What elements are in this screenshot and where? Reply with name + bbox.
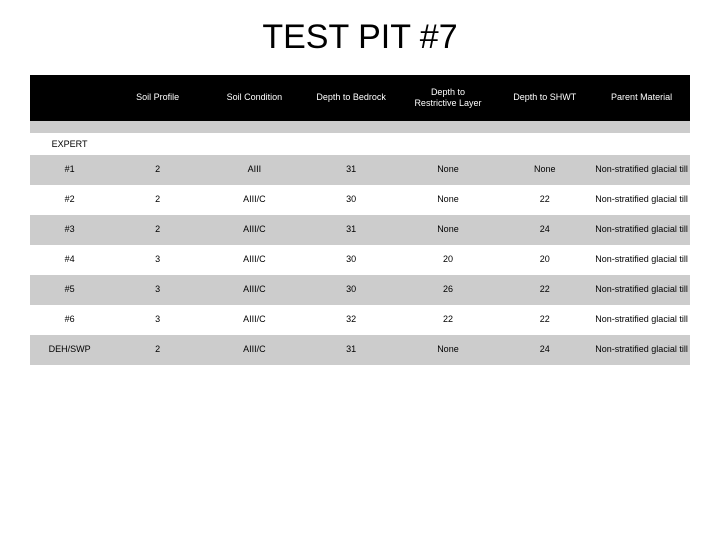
- cell: AIII/C: [206, 335, 303, 365]
- cell: 3: [109, 245, 206, 275]
- cell: None: [400, 215, 497, 245]
- expert-label: EXPERT: [30, 133, 109, 155]
- test-pit-table: Soil Profile Soil Condition Depth to Bed…: [30, 75, 690, 365]
- cell: Non-stratified glacial till: [593, 245, 690, 275]
- cell: AIII/C: [206, 305, 303, 335]
- cell: Non-stratified glacial till: [593, 335, 690, 365]
- table-body: EXPERT #1 2 AIII 31 None None Non-strati…: [30, 121, 690, 365]
- cell: 31: [303, 335, 400, 365]
- cell: 2: [109, 185, 206, 215]
- cell: AIII/C: [206, 185, 303, 215]
- header-depth-bedrock: Depth to Bedrock: [303, 75, 400, 121]
- table-row: #4 3 AIII/C 30 20 20 Non-stratified glac…: [30, 245, 690, 275]
- cell: AIII: [206, 155, 303, 185]
- row-label: #3: [30, 215, 109, 245]
- cell: Non-stratified glacial till: [593, 275, 690, 305]
- page: TEST PIT #7 Soil Profile Soil Condition …: [0, 0, 720, 540]
- cell: 26: [400, 275, 497, 305]
- page-title: TEST PIT #7: [30, 18, 690, 57]
- row-label: DEH/SWP: [30, 335, 109, 365]
- cell: AIII/C: [206, 245, 303, 275]
- cell: 22: [496, 305, 593, 335]
- table-row: #2 2 AIII/C 30 None 22 Non-stratified gl…: [30, 185, 690, 215]
- cell: 22: [400, 305, 497, 335]
- cell: Non-stratified glacial till: [593, 185, 690, 215]
- header-soil-profile: Soil Profile: [109, 75, 206, 121]
- cell: None: [400, 335, 497, 365]
- cell: Non-stratified glacial till: [593, 215, 690, 245]
- cell: 31: [303, 215, 400, 245]
- row-label: #2: [30, 185, 109, 215]
- cell: 2: [109, 215, 206, 245]
- cell: 24: [496, 215, 593, 245]
- cell: 24: [496, 335, 593, 365]
- spacer-row: [30, 121, 690, 133]
- row-label: #4: [30, 245, 109, 275]
- cell: 22: [496, 275, 593, 305]
- cell: 32: [303, 305, 400, 335]
- header-blank: [30, 75, 109, 121]
- expert-row: EXPERT: [30, 133, 690, 155]
- cell: 20: [400, 245, 497, 275]
- cell: AIII/C: [206, 275, 303, 305]
- table-row: #3 2 AIII/C 31 None 24 Non-stratified gl…: [30, 215, 690, 245]
- cell: None: [400, 155, 497, 185]
- cell: AIII/C: [206, 215, 303, 245]
- table-row: #5 3 AIII/C 30 26 22 Non-stratified glac…: [30, 275, 690, 305]
- header-depth-restrictive: Depth toRestrictive Layer: [400, 75, 497, 121]
- table-row: #1 2 AIII 31 None None Non-stratified gl…: [30, 155, 690, 185]
- cell: 30: [303, 185, 400, 215]
- table-row: #6 3 AIII/C 32 22 22 Non-stratified glac…: [30, 305, 690, 335]
- cell: None: [496, 155, 593, 185]
- cell: Non-stratified glacial till: [593, 305, 690, 335]
- header-depth-shwt: Depth to SHWT: [496, 75, 593, 121]
- cell: None: [400, 185, 497, 215]
- header-soil-condition: Soil Condition: [206, 75, 303, 121]
- row-label: #1: [30, 155, 109, 185]
- header-parent-material: Parent Material: [593, 75, 690, 121]
- cell: 30: [303, 275, 400, 305]
- cell: Non-stratified glacial till: [593, 155, 690, 185]
- cell: 3: [109, 305, 206, 335]
- table-row: DEH/SWP 2 AIII/C 31 None 24 Non-stratifi…: [30, 335, 690, 365]
- cell: 2: [109, 335, 206, 365]
- cell: 2: [109, 155, 206, 185]
- cell: 31: [303, 155, 400, 185]
- cell: 3: [109, 275, 206, 305]
- cell: 30: [303, 245, 400, 275]
- row-label: #6: [30, 305, 109, 335]
- cell: 22: [496, 185, 593, 215]
- table-header: Soil Profile Soil Condition Depth to Bed…: [30, 75, 690, 121]
- cell: 20: [496, 245, 593, 275]
- row-label: #5: [30, 275, 109, 305]
